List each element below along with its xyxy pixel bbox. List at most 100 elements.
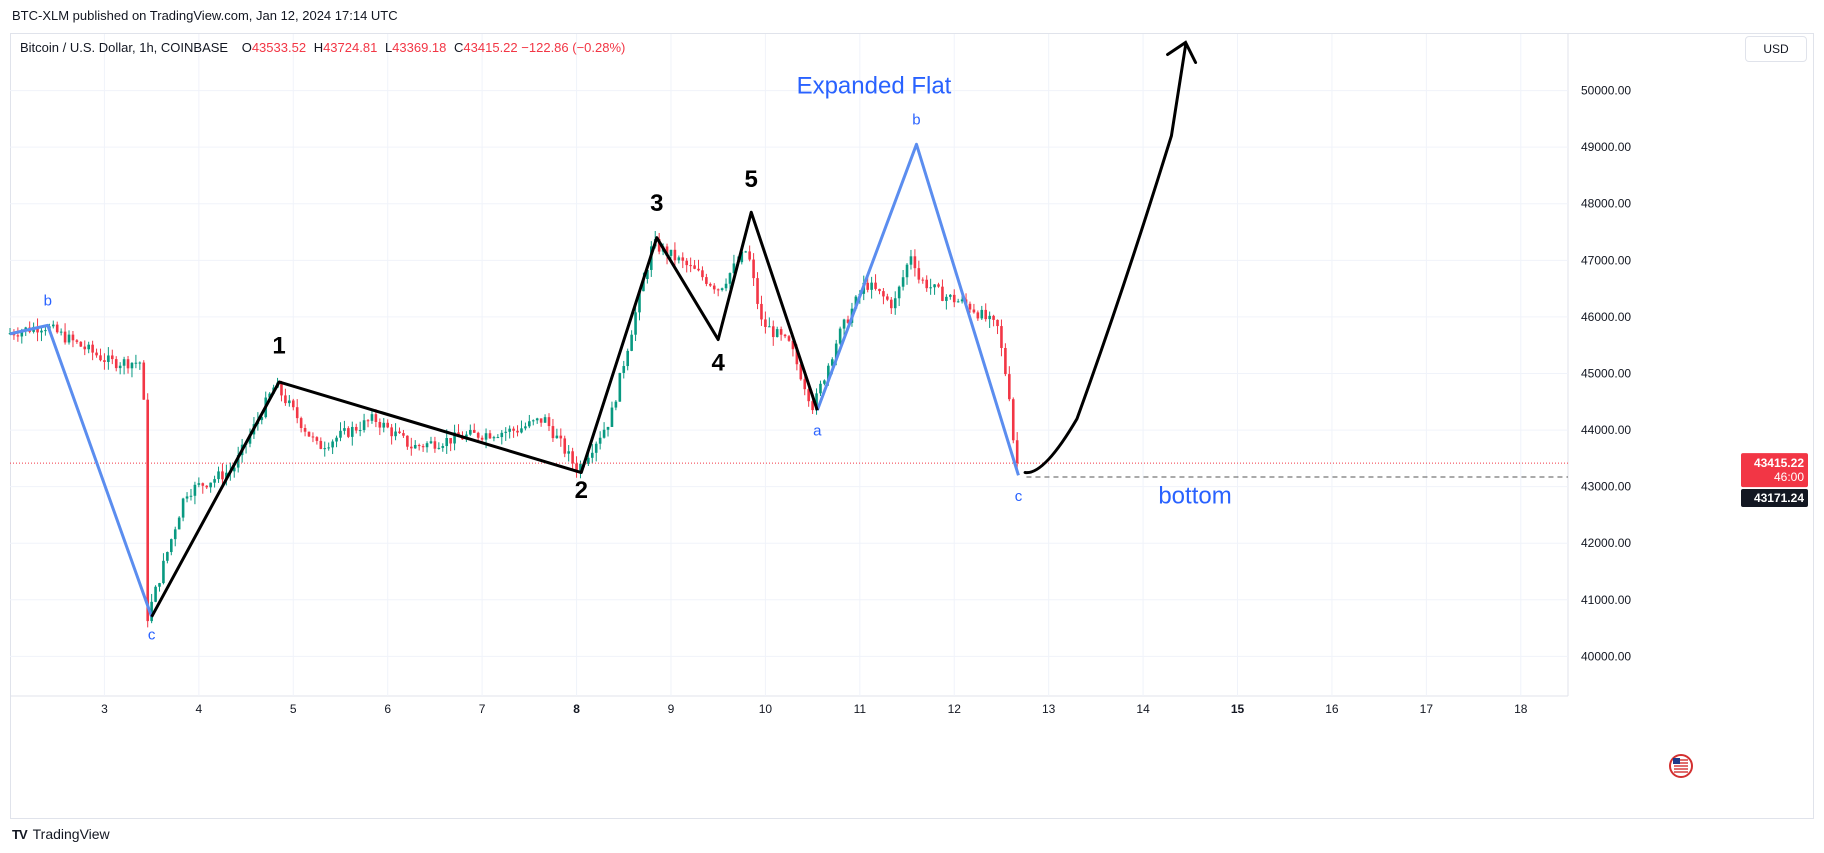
candle-body (295, 407, 299, 419)
candle-body (764, 319, 767, 327)
candle-body (284, 395, 287, 404)
candle-body (732, 263, 736, 274)
candle-body (992, 315, 995, 320)
candle-body (889, 299, 893, 309)
candle-body (921, 279, 925, 281)
candle-body (386, 422, 389, 428)
time-tick-label: 16 (1325, 702, 1339, 716)
candle-body (402, 433, 405, 436)
candle-body (933, 284, 936, 288)
candle-body (441, 446, 445, 448)
candle-body (531, 420, 535, 422)
projection-arrowhead (1166, 40, 1198, 64)
candle-body (547, 417, 551, 427)
candle-body (748, 251, 751, 260)
candle-body (791, 340, 795, 350)
candle-body (642, 279, 645, 292)
candle-body (1011, 399, 1015, 441)
candle-body (571, 451, 574, 464)
candle-body (610, 407, 614, 427)
wave-label: c (148, 626, 156, 643)
candle-body (291, 400, 295, 408)
candle-body (347, 428, 350, 437)
price-tick-label: 50000.00 (1581, 84, 1631, 98)
candle-body (173, 529, 177, 540)
candle-body (504, 431, 508, 433)
candle-body (779, 329, 783, 335)
candle-body (378, 421, 382, 428)
grid-lines (10, 34, 1569, 697)
candle-body (587, 457, 590, 464)
candle-body (638, 291, 641, 313)
candle-body (177, 517, 181, 530)
time-tick-label: 5 (290, 702, 297, 716)
candle-body (677, 257, 681, 261)
candle-body (476, 432, 480, 438)
price-tick-label: 49000.00 (1581, 140, 1631, 154)
countdown-tag-value: 46:00 (1774, 470, 1804, 484)
candle-body (960, 299, 964, 302)
time-tick-label: 14 (1136, 702, 1150, 716)
candle-body (20, 331, 24, 337)
candle-body (410, 446, 413, 449)
candle-body (693, 265, 696, 269)
candle-body (91, 344, 94, 353)
candle-body (976, 312, 980, 319)
candle-body (823, 380, 826, 384)
impulse-wave-line (150, 210, 819, 618)
candle-body (622, 366, 626, 373)
candle-body (681, 257, 685, 261)
candle-body (472, 429, 476, 433)
price-tick-label: 47000.00 (1581, 253, 1631, 267)
candle-body (51, 324, 55, 327)
annotation-text: bottom (1158, 483, 1231, 510)
wave-label: 4 (712, 350, 726, 377)
candle-body (508, 428, 511, 432)
currency-button[interactable]: USD (1745, 36, 1807, 62)
candle-body (756, 278, 759, 304)
candle-body (303, 428, 307, 432)
candle-body (146, 399, 150, 622)
candle-body (520, 428, 523, 433)
candle-body (496, 437, 500, 439)
price-tick-label: 41000.00 (1581, 593, 1631, 607)
projection-curve (1023, 43, 1188, 475)
price-axis: 40000.00 41000.00 42000.00 43000.00 44000.00… (1581, 84, 1631, 664)
candle-body (724, 283, 728, 289)
close-value: 43415.22 (463, 40, 518, 55)
candle-body (217, 471, 220, 480)
price-tick-label: 45000.00 (1581, 366, 1631, 380)
candle-body (657, 239, 661, 252)
time-tick-label: 10 (759, 702, 773, 716)
time-tick-label: 7 (479, 702, 486, 716)
us-flag-icon[interactable] (1669, 754, 1693, 778)
candle-body (980, 309, 984, 319)
high-value: 43724.81 (323, 40, 378, 55)
tradingview-logo-icon: TV (12, 826, 28, 842)
candle-body (40, 330, 43, 333)
wave-label: b (912, 112, 920, 129)
time-tick-label: 3 (101, 702, 108, 716)
candle-body (189, 495, 193, 497)
time-tick-label: 17 (1420, 702, 1434, 716)
footer-brand[interactable]: TV TradingView (12, 826, 110, 842)
candle-body (563, 438, 567, 454)
candle-body (775, 329, 779, 338)
candle-body (358, 430, 362, 432)
candle-body (413, 444, 417, 449)
time-tick-label: 15 (1231, 702, 1245, 716)
candle-body (579, 463, 582, 473)
candle-body (606, 426, 610, 430)
candle-body (370, 414, 374, 421)
close-label: C (454, 40, 464, 55)
candle-body (795, 349, 799, 365)
candle-body (469, 429, 472, 435)
drawings (9, 40, 1568, 618)
candle-body (972, 309, 976, 313)
candle-body (16, 335, 20, 337)
candle-body (886, 296, 889, 300)
time-tick-label: 6 (384, 702, 391, 716)
candle-body (421, 446, 425, 448)
candle-body (394, 431, 397, 437)
